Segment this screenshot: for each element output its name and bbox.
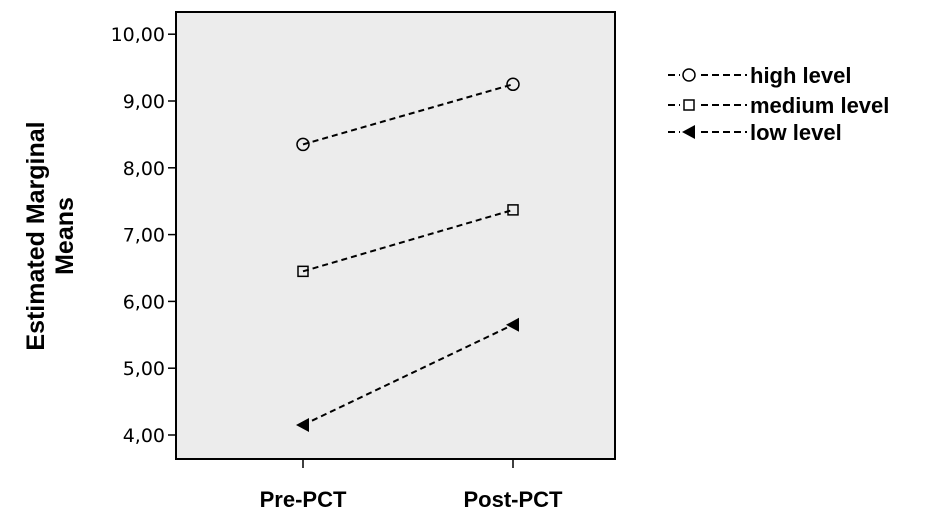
x-category-label: Pre-PCT — [260, 487, 347, 512]
legend-marker — [682, 125, 695, 139]
legend-marker — [682, 68, 696, 82]
y-axis-title-line-2: Means — [51, 197, 79, 275]
data-point-marker — [296, 417, 309, 432]
legend-marker-bg — [680, 96, 698, 114]
data-point-marker — [296, 137, 310, 152]
y-tick-label: 5,00 — [123, 358, 165, 380]
legend-item: low level — [668, 120, 842, 145]
series-circle — [296, 77, 520, 152]
series-triangle-left — [296, 317, 519, 432]
series-line — [302, 208, 514, 273]
legend-label: low level — [750, 120, 842, 145]
y-tick-label: 9,00 — [123, 91, 165, 113]
plot-area — [175, 11, 616, 460]
y-tick-label: 8,00 — [123, 158, 165, 180]
y-axis: 4,00 5,00 6,00 7,00 8,00 9,00 10,00 — [111, 24, 176, 447]
data-point-marker — [506, 317, 519, 332]
y-tick-label: 10,00 — [111, 24, 165, 46]
data-point-marker — [506, 77, 520, 92]
x-axis: Pre-PCT Post-PCT — [260, 459, 563, 512]
series-group — [296, 77, 520, 432]
y-tick-label: 6,00 — [123, 291, 165, 313]
y-tick-label: 4,00 — [123, 425, 165, 447]
y-tick-label: 7,00 — [123, 225, 165, 247]
legend-item: medium level — [668, 93, 889, 118]
legend-marker — [683, 99, 695, 111]
legend-label: high level — [750, 63, 851, 88]
x-category-label: Post-PCT — [464, 487, 564, 512]
series-square — [297, 204, 519, 278]
series-line — [302, 323, 514, 426]
data-point-marker — [507, 204, 519, 216]
series-line — [302, 83, 514, 146]
legend-item: high level — [668, 63, 851, 88]
y-axis-title-line-1: Estimated Marginal — [22, 121, 50, 350]
legend-label: medium level — [750, 93, 889, 118]
data-point-marker — [297, 265, 309, 278]
y-axis-title: Estimated Marginal Means — [22, 121, 79, 350]
